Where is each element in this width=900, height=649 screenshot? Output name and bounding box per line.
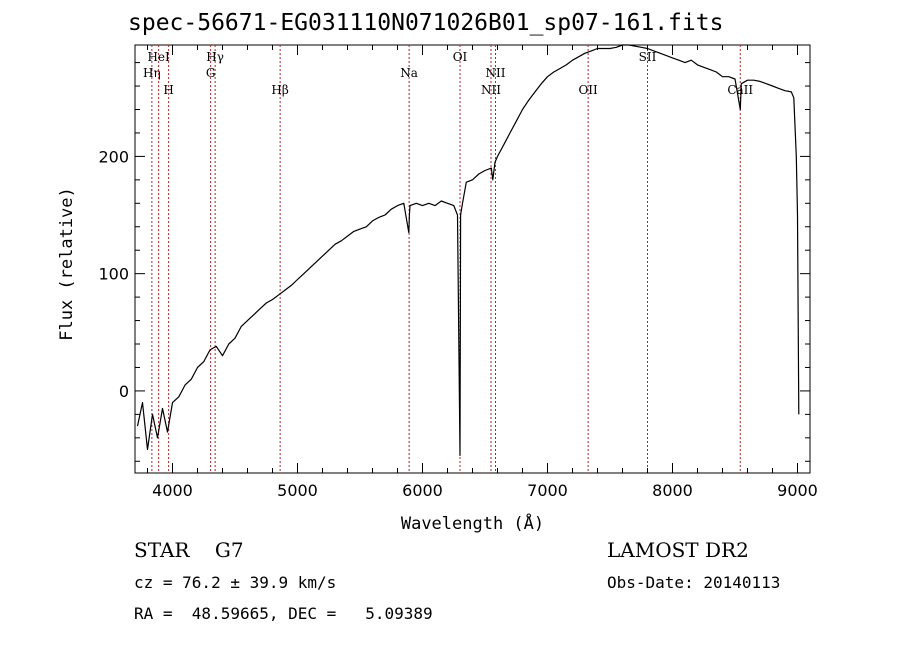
marker-label-2: H (163, 83, 173, 97)
y-axis-label: Flux (relative) (57, 187, 77, 341)
y-tick-label-1: 100 (98, 265, 129, 284)
marker-label-9: NII (486, 66, 506, 80)
x-tick-label-4: 8000 (652, 481, 693, 500)
coordinates: RA = 48.59665, DEC = 5.09389 (134, 604, 433, 623)
marker-label-10: OII (578, 83, 598, 97)
x-tick-label-3: 7000 (527, 481, 568, 500)
marker-label-6: Na (400, 66, 418, 80)
marker-label-4: G (206, 66, 216, 80)
x-tick-label-1: 5000 (277, 481, 318, 500)
marker-label-7: OI (453, 50, 468, 64)
x-tick-label-5: 9000 (777, 481, 818, 500)
survey-name: LAMOST DR2 (607, 538, 749, 562)
object-class: STAR G7 (134, 538, 244, 562)
spectrum-line (136, 44, 800, 456)
y-tick-label-2: 200 (98, 147, 129, 166)
obs-date: Obs-Date: 20140113 (607, 573, 781, 592)
marker-label-12: CaII (727, 83, 753, 97)
chart-title: spec-56671-EG031110N071026B01_sp07-161.f… (128, 10, 724, 36)
marker-label-8: NII (481, 83, 501, 97)
x-axis-label: Wavelength (Å) (401, 512, 544, 534)
plot-frame (134, 44, 811, 474)
redshift-line: cz = 76.2 ± 39.9 km/s (134, 573, 337, 592)
x-tick-label-0: 4000 (152, 481, 193, 500)
marker-label-0: Hη (143, 66, 161, 80)
x-tick-label-2: 6000 (402, 481, 443, 500)
marker-label-3: Hγ (206, 50, 224, 64)
marker-label-5: Hβ (271, 83, 288, 97)
marker-label-1: HeI (147, 50, 170, 64)
marker-label-11: SII (639, 50, 657, 64)
y-tick-label-0: 0 (119, 382, 129, 401)
